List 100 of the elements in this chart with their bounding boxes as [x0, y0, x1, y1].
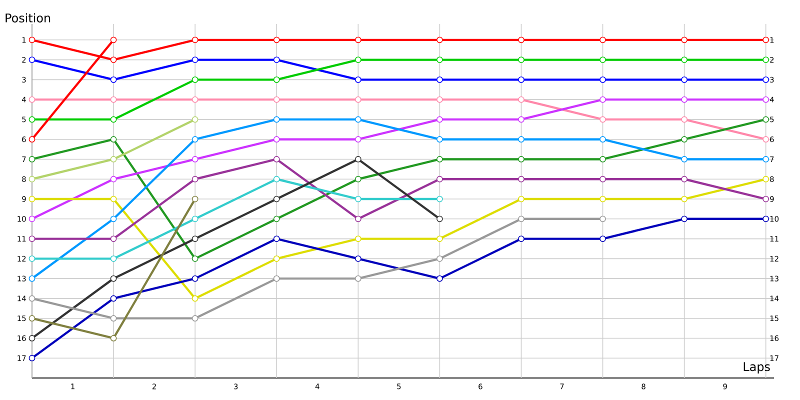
point: [28, 116, 36, 123]
point: [436, 56, 443, 63]
point: [192, 56, 198, 63]
point: [681, 96, 688, 103]
point: [518, 216, 524, 222]
point: [518, 116, 524, 123]
point: [110, 96, 117, 103]
point: [28, 216, 36, 222]
point: [110, 56, 117, 63]
point: [273, 136, 280, 143]
point: [762, 76, 770, 83]
point: [192, 96, 198, 103]
point: [518, 36, 524, 44]
point: [518, 236, 524, 242]
point: [354, 176, 362, 182]
y-axis-title: Position: [6, 13, 50, 22]
point: [192, 156, 198, 162]
point: [354, 255, 362, 262]
point: [681, 36, 688, 44]
point: [192, 315, 198, 322]
point: [436, 156, 443, 162]
point: [110, 196, 117, 202]
point: [28, 335, 36, 342]
point: [28, 196, 36, 202]
point: [436, 36, 443, 44]
point: [600, 176, 606, 182]
point: [436, 196, 443, 202]
point: [28, 56, 36, 63]
point: [762, 156, 770, 162]
point: [762, 216, 770, 222]
point: [518, 176, 524, 182]
point: [354, 196, 362, 202]
point: [110, 216, 117, 222]
point: [354, 56, 362, 63]
point: [681, 216, 688, 222]
point: [354, 96, 362, 103]
point: [273, 36, 280, 44]
point: [354, 275, 362, 282]
point: [600, 196, 606, 202]
point: [681, 56, 688, 63]
point: [192, 116, 198, 123]
point: [192, 255, 198, 262]
point: [192, 196, 198, 202]
point: [28, 295, 36, 302]
point: [436, 236, 443, 242]
point: [110, 116, 117, 123]
point: [600, 96, 606, 103]
point: [518, 96, 524, 103]
point: [28, 176, 36, 182]
point: [600, 136, 606, 143]
point: [273, 216, 280, 222]
point: [273, 236, 280, 242]
point: [354, 76, 362, 83]
point: [518, 196, 524, 202]
point: [762, 56, 770, 63]
point: [192, 176, 198, 182]
point: [681, 116, 688, 123]
point: [110, 255, 117, 262]
point: [110, 236, 117, 242]
point: [354, 216, 362, 222]
point: [762, 96, 770, 103]
point: [273, 96, 280, 103]
point: [273, 156, 280, 162]
x-axis-title: Laps: [744, 362, 770, 374]
point: [354, 236, 362, 242]
point: [110, 315, 117, 322]
point: [436, 96, 443, 103]
point: [600, 36, 606, 44]
point: [110, 36, 117, 44]
point: [436, 136, 443, 143]
point: [600, 216, 606, 222]
point: [681, 176, 688, 182]
point: [354, 116, 362, 123]
point: [436, 275, 443, 282]
point: [762, 36, 770, 44]
point: [28, 236, 36, 242]
point: [762, 116, 770, 123]
point: [28, 315, 36, 322]
point: [681, 136, 688, 143]
point: [110, 76, 117, 83]
point: [273, 76, 280, 83]
point: [600, 156, 606, 162]
point: [518, 76, 524, 83]
point: [600, 236, 606, 242]
point: [110, 295, 117, 302]
point: [436, 216, 443, 222]
point: [28, 354, 36, 362]
point: [273, 275, 280, 282]
point: [354, 36, 362, 44]
point: [192, 236, 198, 242]
point: [273, 116, 280, 123]
point: [192, 216, 198, 222]
point: [192, 295, 198, 302]
point: [436, 116, 443, 123]
point: [110, 275, 117, 282]
point: [681, 196, 688, 202]
point: [436, 176, 443, 182]
point: [110, 176, 117, 182]
point: [762, 176, 770, 182]
point: [110, 156, 117, 162]
